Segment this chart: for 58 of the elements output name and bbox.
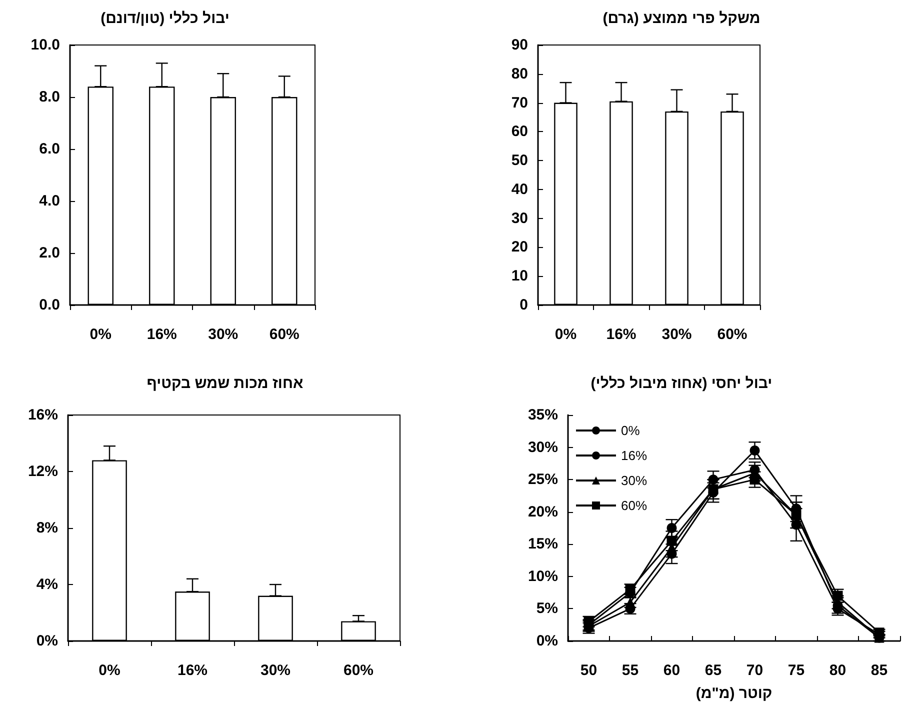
x-tick-label: 30% <box>662 326 692 343</box>
y-tick-label: 10 <box>511 268 528 285</box>
y-tick-label: 8.0 <box>39 88 60 106</box>
chart-title: משקל פרי ממוצע (גרם) <box>602 10 760 27</box>
x-tick-label: 60 <box>663 662 680 679</box>
x-tick-label: 55 <box>622 662 639 679</box>
y-tick-label: 20% <box>528 503 558 520</box>
x-tick-label: 0% <box>98 662 120 679</box>
y-tick-label: 25% <box>528 471 558 488</box>
y-tick-label: 30 <box>511 210 528 227</box>
x-tick-label: 75 <box>788 662 805 679</box>
chart-title: יבול כללי (טון/דונם) <box>100 10 230 27</box>
y-tick-label: 16% <box>28 406 58 424</box>
y-tick-label: 60 <box>511 123 528 140</box>
y-tick-label: 6.0 <box>39 140 60 158</box>
y-tick-label: 12% <box>28 463 58 480</box>
y-tick-label: 50 <box>511 152 528 170</box>
x-tick-label: 30% <box>260 662 291 679</box>
y-tick-label: 90 <box>511 36 528 54</box>
x-tick-label: 30% <box>208 326 238 343</box>
y-tick-label: 15% <box>528 536 558 553</box>
x-tick-label: 60% <box>343 662 374 679</box>
x-tick-label: 85 <box>870 662 888 679</box>
y-tick-label: 4.0 <box>39 192 60 210</box>
y-tick-label: 40 <box>511 180 528 198</box>
y-tick-label: 0% <box>36 632 58 650</box>
y-tick-label: 30% <box>528 438 558 456</box>
x-tick-label: 60% <box>269 326 300 343</box>
chart-title: יבול יחסי (אחוז מיבול כללי) <box>590 375 772 392</box>
y-tick-label: 10.0 <box>30 36 60 54</box>
y-tick-label: 0.0 <box>39 296 60 314</box>
x-tick-label: 60% <box>717 326 748 343</box>
x-tick-label: 16% <box>146 326 177 343</box>
legend-label: 0% <box>621 423 640 438</box>
x-tick-label: 16% <box>606 326 636 343</box>
y-tick-label: 5% <box>536 600 558 618</box>
x-tick-label: 0% <box>90 326 112 343</box>
chart-title: אחוז מכות שמש בקטיף <box>146 375 304 392</box>
x-tick-label: 80 <box>829 662 846 679</box>
x-tick-label: 16% <box>177 662 208 679</box>
legend-label: 60% <box>621 498 648 513</box>
y-tick-label: 35% <box>528 406 558 424</box>
x-tick-label: 65 <box>704 662 722 679</box>
y-tick-label: 10% <box>528 568 558 585</box>
y-tick-label: 4% <box>36 576 58 593</box>
y-tick-label: 2.0 <box>39 244 60 262</box>
legend-label: 30% <box>621 473 648 488</box>
x-axis-title: קוטר (מ"מ) <box>696 685 772 702</box>
y-tick-label: 80 <box>511 65 528 82</box>
legend-label: 16% <box>621 448 648 463</box>
x-tick-label: 70 <box>746 662 764 679</box>
y-tick-label: 70 <box>511 94 528 112</box>
y-tick-label: 0 <box>520 296 528 314</box>
y-tick-label: 20 <box>511 238 528 256</box>
x-tick-label: 0% <box>554 326 577 343</box>
y-tick-label: 0% <box>536 632 558 650</box>
y-tick-label: 8% <box>36 520 58 536</box>
x-tick-label: 50 <box>580 662 598 679</box>
